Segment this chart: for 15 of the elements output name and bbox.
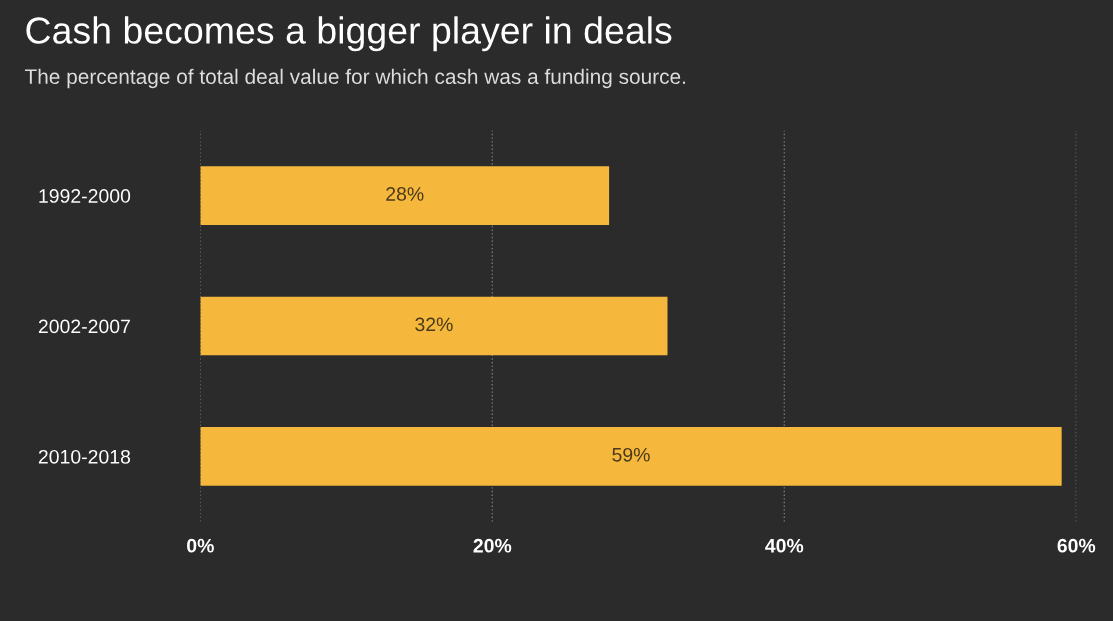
data-label: 28% [386, 187, 424, 201]
bar [200, 166, 610, 225]
data-label: 59% [612, 447, 650, 462]
x-tick-label: 0% [187, 538, 214, 553]
y-tick-label: 2002-2007 [38, 319, 130, 334]
chart-subtitle: The percentage of total deal value for which cash was a funding source. [24, 68, 686, 89]
y-tick-label: 1992-2000 [39, 189, 131, 203]
x-tick-label: 60% [1057, 538, 1096, 553]
x-tick-label: 20% [473, 538, 512, 553]
x-tick-label: 40% [765, 538, 804, 553]
y-tick-label: 2010-2018 [38, 449, 131, 464]
data-label: 32% [415, 317, 453, 332]
bar [200, 427, 1062, 486]
chart-title: Cash becomes a bigger player in deals [26, 16, 672, 52]
bar [200, 296, 668, 356]
